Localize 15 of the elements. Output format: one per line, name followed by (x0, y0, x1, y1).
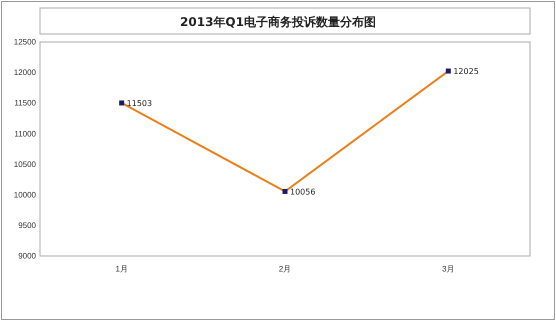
chart-title: 2013年Q1电子商务投诉数量分布图 (180, 15, 376, 29)
x-tick-label: 2月 (278, 264, 292, 274)
x-tick-label: 3月 (442, 264, 455, 274)
y-tick-label: 11000 (14, 129, 37, 138)
y-tick-label: 12000 (14, 68, 37, 78)
x-tick-label: 1月 (115, 264, 128, 274)
y-tick-label: 10500 (14, 160, 37, 169)
y-tick-label: 9000 (18, 252, 37, 261)
y-tick-label: 12500 (14, 38, 37, 47)
data-label: 11503 (126, 98, 152, 108)
y-tick-label: 11500 (14, 98, 37, 108)
data-label: 10056 (290, 187, 316, 196)
y-tick-label: 9500 (18, 220, 37, 230)
data-label: 12025 (453, 67, 479, 76)
y-tick-label: 10000 (14, 190, 37, 200)
